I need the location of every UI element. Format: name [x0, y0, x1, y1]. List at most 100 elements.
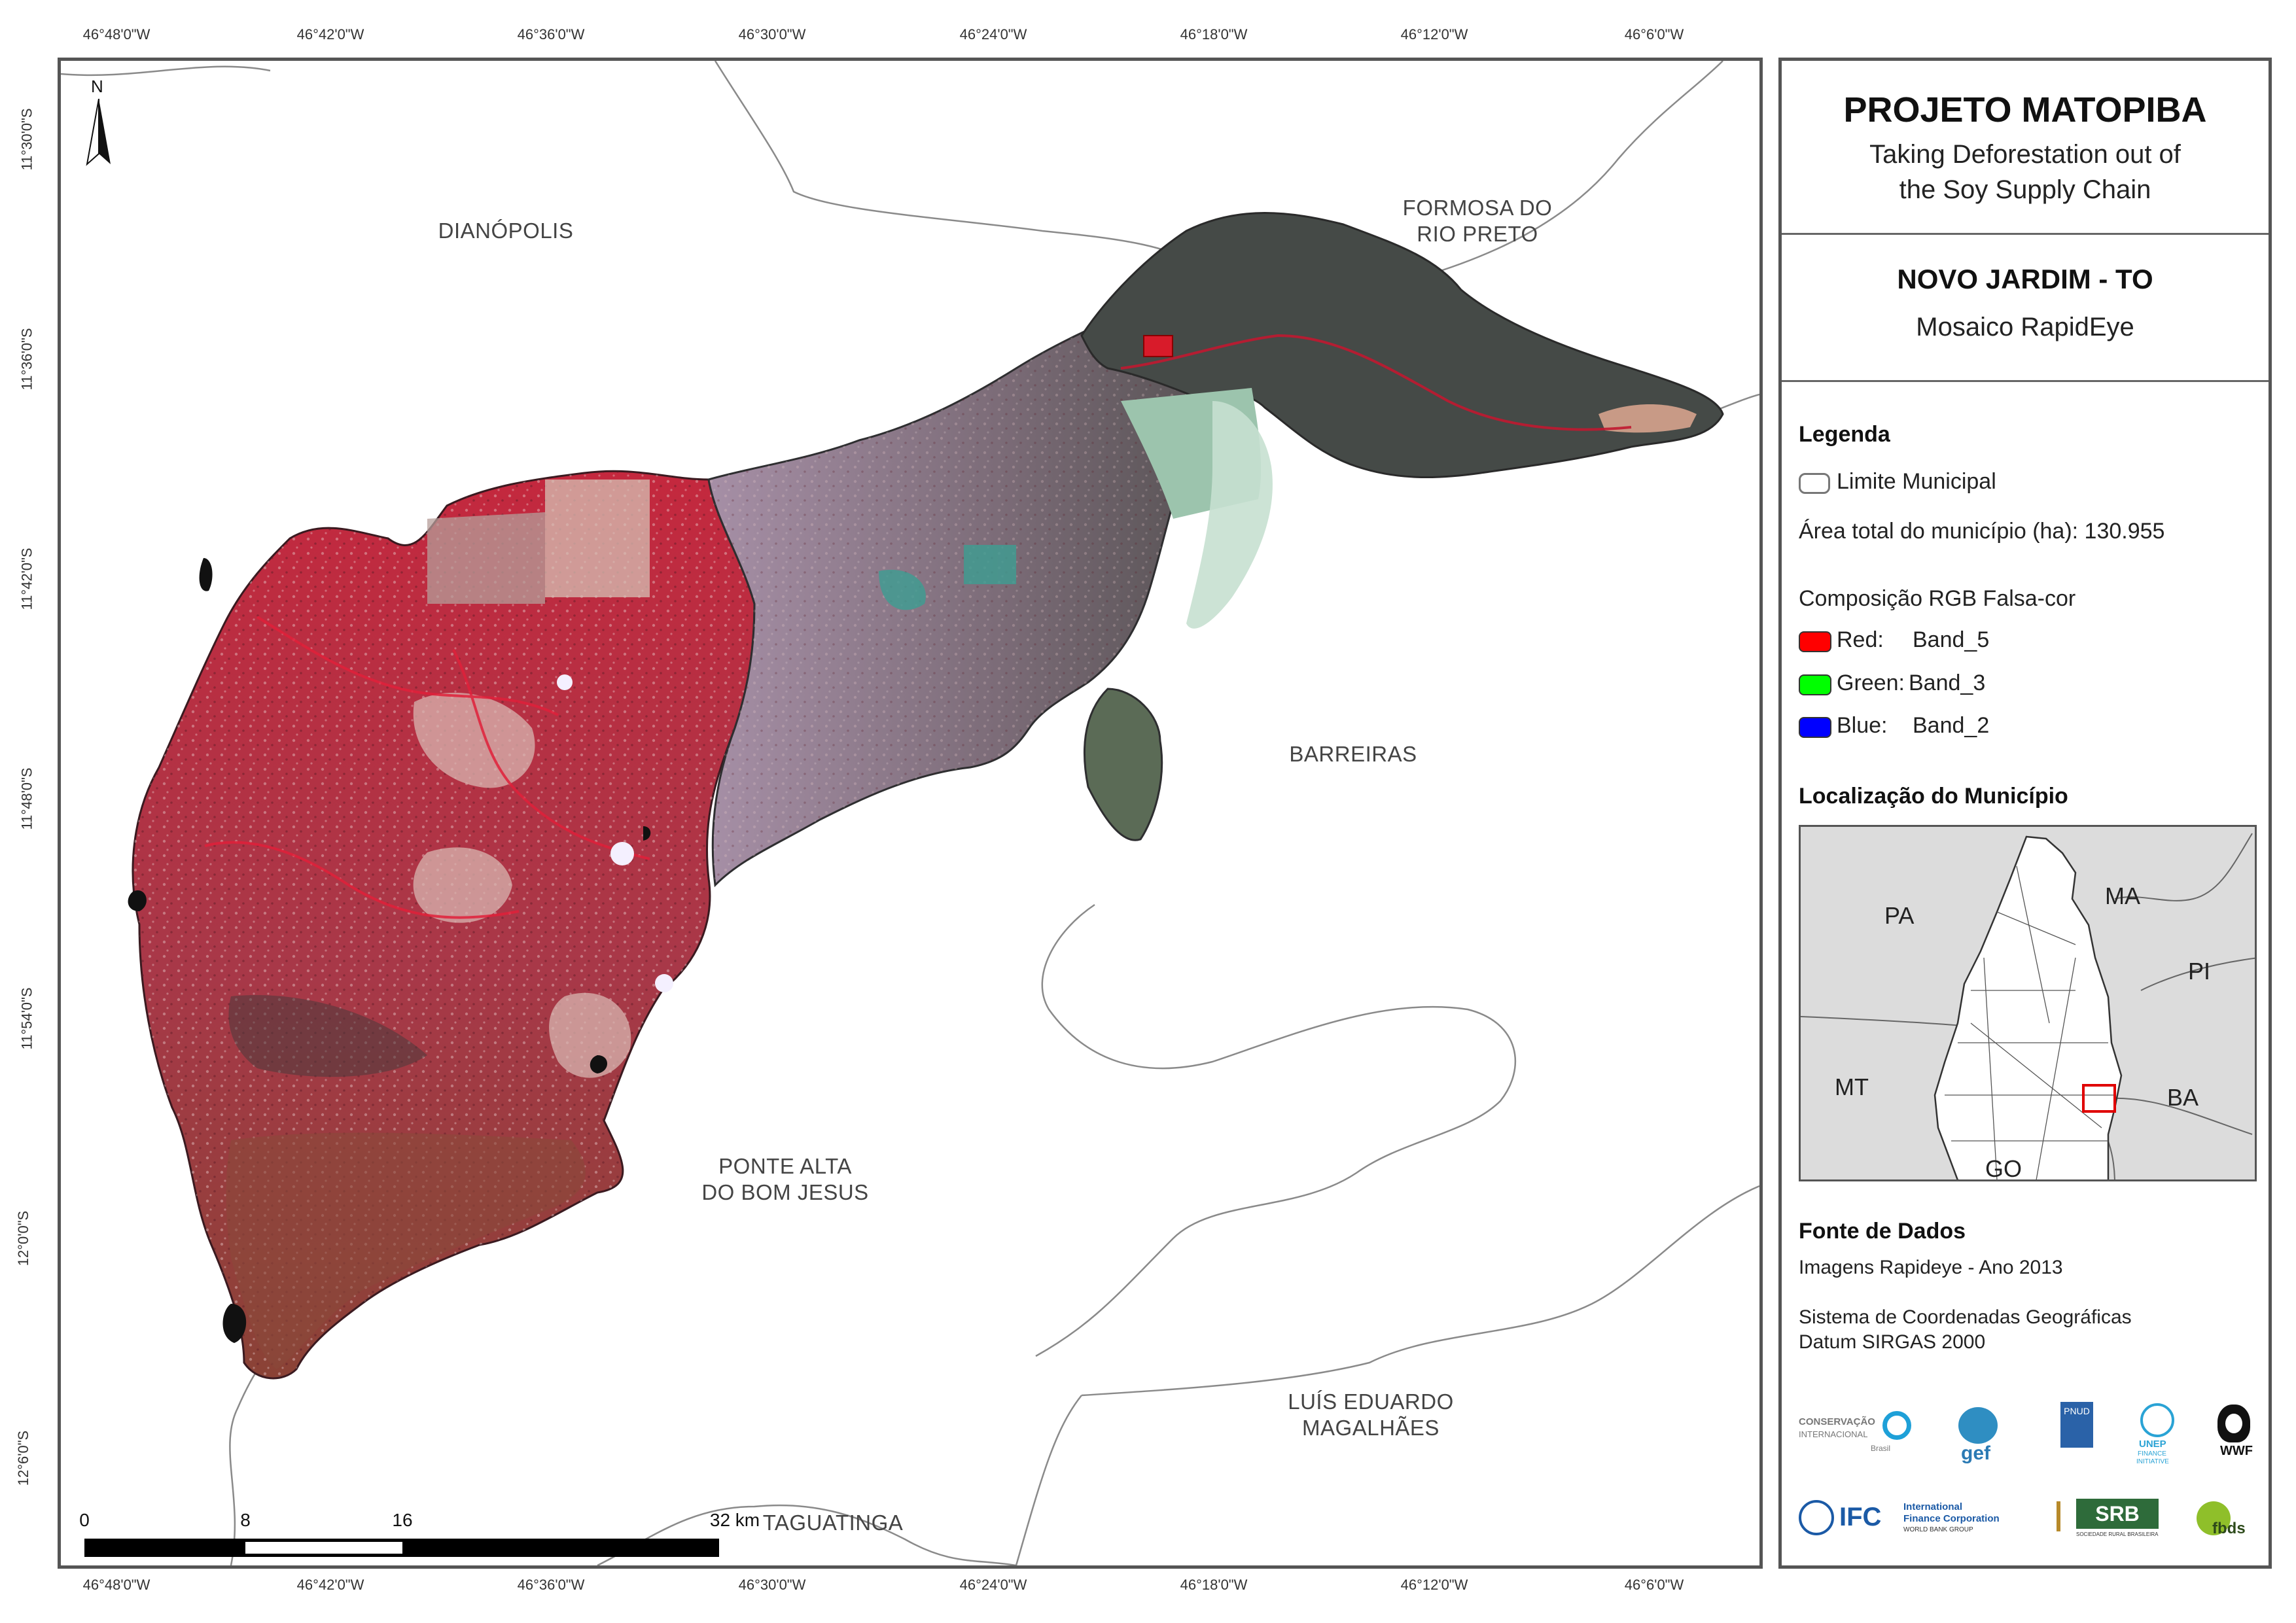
locator-label-pi: PI	[2188, 958, 2211, 985]
srb-logo-subtext: SOCIEDADE RURAL BRASILEIRA	[2076, 1531, 2159, 1537]
north-arrow: N	[79, 77, 118, 175]
north-arrow-icon	[86, 99, 111, 166]
ci-logo-text-2: INTERNACIONAL	[1799, 1429, 1868, 1439]
lat-label: 11°48'0"S	[18, 767, 35, 830]
ifc-logo-text-1: International	[1903, 1501, 1963, 1512]
legend-green-value: Band_3	[1909, 671, 1986, 695]
scale-bar	[84, 1539, 719, 1557]
project-title: PROJETO MATOPIBA	[1843, 90, 2207, 130]
lon-label: 46°6'0"W	[1624, 1577, 1684, 1593]
fbds-logo-text: fbds	[2212, 1520, 2246, 1537]
lon-label: 46°24'0"W	[959, 26, 1027, 43]
legend-blue-value: Band_2	[1913, 713, 1990, 738]
cleared-areas	[413, 480, 650, 1078]
locator-label-ba: BA	[2167, 1084, 2199, 1111]
lon-label: 46°24'0"W	[959, 1577, 1027, 1593]
shadow-patches	[128, 558, 651, 1343]
cleared-fields	[1121, 388, 1697, 629]
lat-label: 11°36'0"S	[18, 328, 35, 391]
scale-label-32: 32 km	[709, 1510, 760, 1530]
unep-logo-text-1: UNEP	[2139, 1439, 2166, 1450]
north-label: N	[91, 77, 103, 96]
mosaic-title: Mosaico RapidEye	[1916, 313, 2134, 341]
world-globe-icon	[1799, 1500, 1834, 1535]
ci-logo-icon	[1882, 1411, 1911, 1440]
locator-svg	[1801, 833, 2255, 1179]
unep-logo: UNEP FINANCE INITIATIVE	[2130, 1403, 2189, 1469]
wwf-logo-text: WWF	[2220, 1444, 2253, 1458]
green-fields	[879, 545, 1016, 610]
ifc-logo-text-3: WORLD BANK GROUP	[1903, 1526, 1973, 1533]
location-heading: Localização do Município	[1799, 784, 2068, 809]
red-marker	[1143, 335, 1173, 357]
satellite-map	[61, 61, 1759, 1565]
scale-label-8: 8	[240, 1510, 251, 1530]
locator-label-go: GO	[1985, 1155, 2022, 1181]
project-subtitle-line2: the Soy Supply Chain	[1899, 175, 2151, 204]
locator-label-pa: PA	[1884, 902, 1915, 929]
lon-label: 46°30'0"W	[738, 26, 806, 43]
lon-label: 46°18'0"W	[1180, 26, 1248, 43]
side-panel: PROJETO MATOPIBA Taking Deforestation ou…	[1778, 58, 2272, 1569]
lon-label: 46°12'0"W	[1400, 26, 1468, 43]
gef-globe-icon	[1958, 1407, 1998, 1444]
place-formosa-line1: FORMOSA DO	[1402, 196, 1553, 220]
undp-logo: PNUD	[2055, 1402, 2108, 1467]
map-frame[interactable]: N DIANÓPOLIS FORMOSA DO RIO PRETO BARREI…	[58, 58, 1763, 1569]
place-luis-line1: LUÍS EDUARDO	[1288, 1389, 1454, 1414]
legend-heading: Legenda	[1799, 422, 1890, 447]
legend-red-label: Red:	[1837, 627, 1884, 652]
lon-label: 46°36'0"W	[517, 26, 585, 43]
ifc-logo-text: IFC	[1839, 1503, 1882, 1531]
legend-limit-swatch	[1799, 473, 1830, 494]
lon-label: 46°42'0"W	[296, 1577, 364, 1593]
lon-label: 46°6'0"W	[1624, 26, 1684, 43]
gef-logo: gef	[1953, 1407, 2012, 1466]
municipal-boundaries	[61, 61, 1759, 1565]
legend-blue-swatch	[1799, 717, 1831, 738]
divider	[1782, 233, 2269, 235]
lat-label: 12°0'0"S	[15, 1210, 32, 1266]
legend-limit-label: Limite Municipal	[1837, 469, 1996, 494]
unep-logo-text-2: FINANCE	[2138, 1450, 2166, 1457]
srb-logo-text: SRB	[2076, 1499, 2159, 1529]
place-luis-line2: MAGALHÃES	[1302, 1416, 1439, 1440]
source-heading: Fonte de Dados	[1799, 1219, 1966, 1244]
unep-logo-text-3: INITIATIVE	[2136, 1458, 2169, 1465]
lon-label: 46°12'0"W	[1400, 1577, 1468, 1593]
source-line-2: Sistema de Coordenadas Geográficas	[1799, 1306, 2132, 1328]
lon-label: 46°30'0"W	[738, 1577, 806, 1593]
bright-spots	[557, 674, 673, 992]
municipality-title: NOVO JARDIM - TO	[1897, 264, 2153, 294]
tocantins-state	[1934, 835, 2123, 1179]
undp-logo-text: PNUD	[2060, 1402, 2093, 1448]
place-formosa-line2: RIO PRETO	[1417, 222, 1538, 246]
ci-logo: CONSERVAÇÃO INTERNACIONAL Brasil	[1799, 1408, 1911, 1467]
lat-label: 11°54'0"S	[18, 987, 35, 1050]
lon-label: 46°18'0"W	[1180, 1577, 1248, 1593]
source-line-3: Datum SIRGAS 2000	[1799, 1331, 1986, 1353]
area-total: Área total do município (ha): 130.955	[1799, 519, 2165, 544]
ci-logo-text-1: CONSERVAÇÃO	[1799, 1416, 1875, 1427]
lat-label: 11°30'0"S	[18, 108, 35, 171]
corridor-streams	[1120, 334, 1632, 431]
legend-red-swatch	[1799, 631, 1831, 652]
place-taguatinga: TAGUATINGA	[762, 1510, 904, 1535]
place-dianopolis: DIANÓPOLIS	[438, 218, 574, 243]
lon-label: 46°48'0"W	[82, 26, 150, 43]
srb-logo: SRB SOCIEDADE RURAL BRASILEIRA	[2057, 1497, 2174, 1550]
ifc-logo-text-2: Finance Corporation	[1903, 1513, 2000, 1524]
panda-face	[2225, 1414, 2242, 1433]
ci-logo-text-3: Brasil	[1871, 1444, 1891, 1453]
locator-map[interactable]: PA MA PI MT BA GO	[1799, 825, 2257, 1181]
scale-label-16: 16	[392, 1510, 413, 1530]
place-ponte-alta-line1: PONTE ALTA	[718, 1154, 852, 1178]
locator-label-ma: MA	[2105, 882, 2140, 909]
locator-label-mt: MT	[1835, 1073, 1869, 1100]
wheat-icon	[2057, 1501, 2071, 1531]
unep-icon	[2140, 1403, 2174, 1437]
fbds-logo: fbds	[2193, 1497, 2258, 1550]
source-line-1: Imagens Rapideye - Ano 2013	[1799, 1257, 2063, 1278]
divider	[1782, 380, 2269, 382]
legend-red-value: Band_5	[1913, 627, 1990, 652]
